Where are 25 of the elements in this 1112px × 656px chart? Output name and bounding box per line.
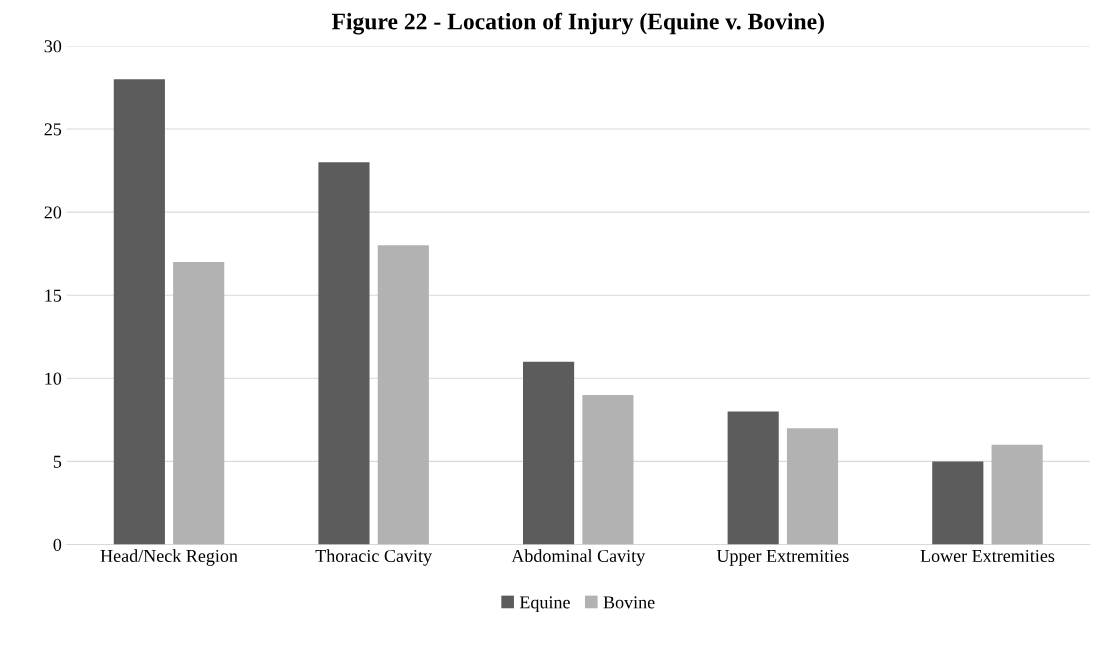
bar <box>991 444 1043 545</box>
bar <box>113 79 165 545</box>
y-tick-label: 30 <box>44 40 62 53</box>
y-tick-label: 5 <box>53 455 62 468</box>
y-tick-label: 25 <box>44 123 62 136</box>
y-tick-label: 20 <box>44 206 62 219</box>
bar <box>318 162 370 545</box>
x-tick-label: Head/Neck Region <box>100 549 238 566</box>
y-tick-label: 10 <box>45 372 62 385</box>
y-tick-label: 15 <box>45 289 62 302</box>
bar <box>727 411 779 545</box>
bar <box>786 428 839 545</box>
legend-label: Equine <box>519 596 570 613</box>
x-tick-label: Lower Extremities <box>920 549 1055 563</box>
bar <box>523 361 575 545</box>
y-tick-label: 0 <box>53 538 62 551</box>
chart-title: Figure 22 - Location of Injury (Equine v. Bovine) <box>331 12 824 35</box>
bar <box>173 261 225 545</box>
legend-label: Bovine <box>603 596 655 609</box>
x-tick-label: Thoracic Cavity <box>315 549 432 566</box>
x-tick-label: Abdominal Cavity <box>511 549 646 566</box>
bar <box>582 394 634 545</box>
x-tick-label: Upper Extremities <box>716 549 849 566</box>
bar <box>932 461 984 545</box>
bar <box>377 245 429 545</box>
